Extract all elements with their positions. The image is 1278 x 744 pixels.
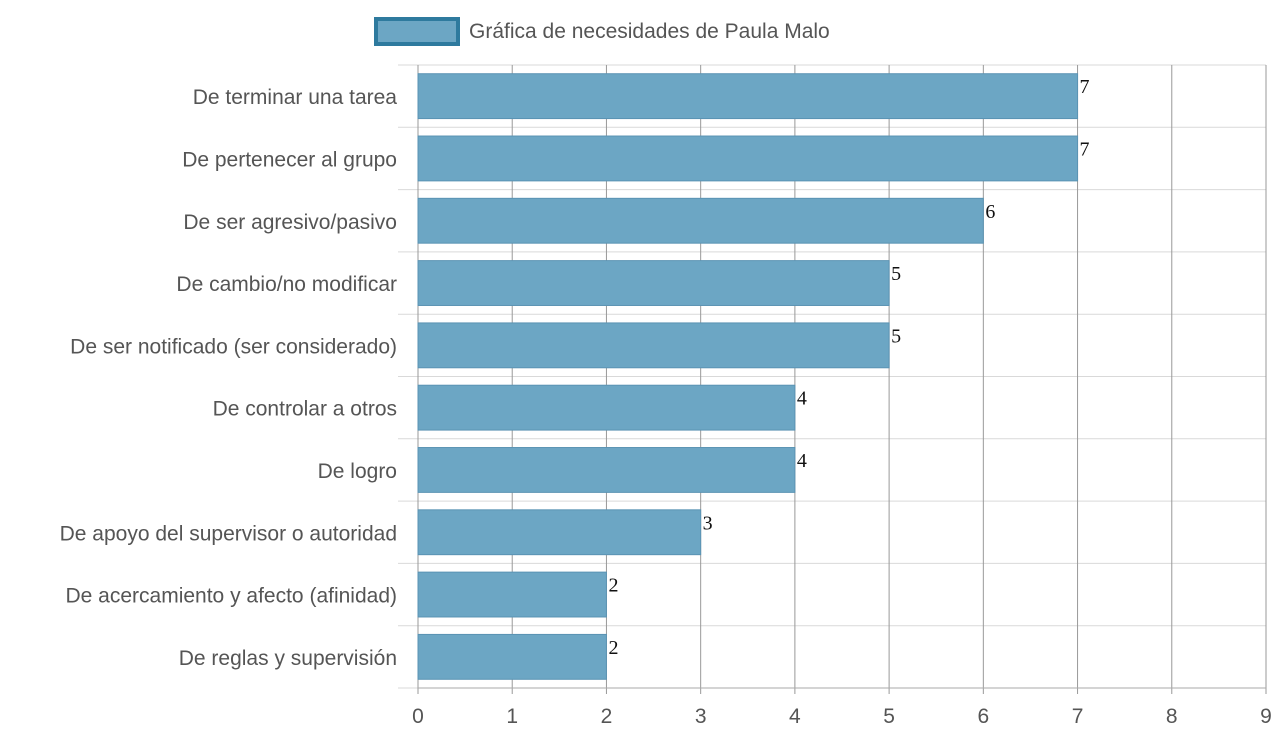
data-label: 5: [891, 263, 901, 285]
data-label: 4: [797, 388, 807, 410]
x-tick-label: 4: [789, 705, 801, 728]
bar[interactable]: [417, 135, 1079, 182]
data-label: 7: [1080, 76, 1090, 98]
bar[interactable]: [417, 260, 890, 306]
bar[interactable]: [417, 197, 984, 244]
category-label: De cambio/no modificar: [176, 273, 397, 296]
x-tick-label: 8: [1166, 705, 1178, 728]
bar[interactable]: [417, 73, 1079, 120]
legend-label: Gráfica de necesidades de Paula Malo: [469, 20, 830, 43]
data-label: 2: [608, 575, 618, 597]
bar[interactable]: [417, 633, 607, 680]
x-tick-label: 5: [883, 705, 895, 728]
data-label: 5: [891, 325, 901, 347]
data-label: 4: [797, 450, 807, 472]
data-label: 6: [985, 201, 995, 223]
x-tick-label: 7: [1072, 705, 1084, 728]
bar[interactable]: [417, 384, 796, 431]
category-label: De acercamiento y afecto (afinidad): [66, 585, 398, 608]
x-tick-label: 1: [506, 705, 518, 728]
bar[interactable]: [417, 571, 607, 618]
category-label: De ser agresivo/pasivo: [183, 211, 397, 234]
data-label: 3: [703, 512, 713, 534]
category-label: De reglas y supervisión: [179, 647, 397, 670]
category-label: De terminar una tarea: [193, 86, 398, 109]
x-tick-label: 9: [1260, 705, 1272, 728]
legend-swatch: [374, 17, 460, 46]
bar[interactable]: [417, 447, 796, 493]
x-tick-label: 0: [412, 705, 424, 728]
category-label: De ser notificado (ser considerado): [70, 335, 397, 358]
x-tick-label: 6: [977, 705, 989, 728]
x-tick-label: 3: [695, 705, 707, 728]
category-label: De logro: [318, 460, 397, 483]
data-label: 7: [1080, 138, 1090, 160]
category-label: De apoyo del supervisor o autoridad: [60, 522, 397, 545]
x-tick-label: 2: [601, 705, 613, 728]
legend[interactable]: Gráfica de necesidades de Paula Malo: [374, 17, 830, 46]
category-label: De controlar a otros: [213, 398, 397, 421]
bar[interactable]: [417, 509, 702, 556]
category-label: De pertenecer al grupo: [182, 148, 397, 171]
bar[interactable]: [417, 322, 890, 369]
data-label: 2: [608, 637, 618, 659]
